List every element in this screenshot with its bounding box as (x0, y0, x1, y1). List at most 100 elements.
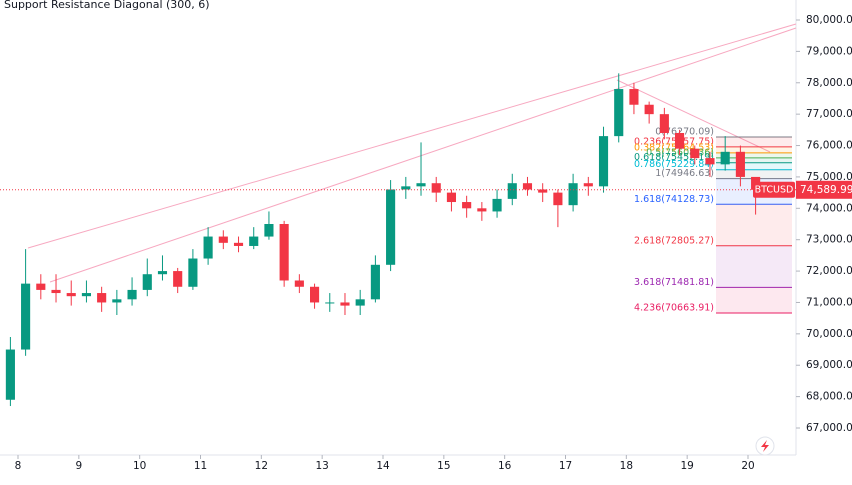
y-tick-label: 79,000.00 (806, 45, 852, 57)
candle-body (142, 274, 152, 290)
y-tick-label: 78,000.00 (806, 77, 852, 89)
candle-body (690, 148, 700, 159)
x-tick-label: 17 (559, 460, 572, 472)
candle-body (233, 242, 244, 246)
candle-body (66, 293, 76, 297)
x-tick-label: 14 (376, 460, 390, 472)
candle-body (446, 192, 456, 203)
candle-body (188, 258, 198, 287)
fib-label: 1(74946.63) (655, 168, 714, 179)
fib-zone (716, 146, 792, 153)
fib-zone (716, 204, 792, 246)
price-tag (796, 180, 852, 199)
candle-body (36, 283, 46, 290)
candle-body (355, 299, 365, 306)
x-tick-label: 12 (255, 460, 268, 472)
candle-body (310, 286, 320, 303)
fib-label: 0.618(75452.19) (634, 152, 714, 163)
price-label: 74,589.99 (800, 184, 852, 196)
trendline (616, 79, 771, 153)
candle-body (553, 192, 563, 206)
fib-zone (716, 287, 792, 314)
y-tick-label: 71,000.00 (806, 296, 852, 308)
candle-body (720, 151, 730, 165)
fib-label: 0.382(75764.53) (634, 142, 714, 153)
candle-body (157, 271, 168, 275)
symbol-tag (753, 181, 795, 198)
fib-label: 2.618(72805.27) (634, 235, 714, 246)
candle-body (21, 283, 31, 350)
fib-zone (716, 157, 792, 163)
candle-body (81, 293, 91, 297)
y-tick-label: 76,000.00 (806, 140, 852, 152)
x-tick-label: 9 (75, 460, 82, 472)
candle-body (173, 271, 183, 287)
candle-body (370, 264, 380, 300)
fib-zone (716, 152, 792, 158)
candle-body (112, 299, 122, 303)
candle-body (522, 183, 533, 190)
candle-body (386, 189, 396, 265)
icon-bolt (761, 440, 769, 452)
x-tick-label: 11 (194, 460, 207, 472)
candle-body (583, 183, 593, 187)
x-tick-label: 19 (680, 460, 693, 472)
y-tick-label: 77,000.00 (806, 108, 852, 120)
candle-body (325, 302, 335, 304)
fib-zone (716, 169, 792, 179)
fib-group: 0(76270.09)0.236(75957.75)0.382(75764.53… (634, 127, 792, 314)
y-tick-label: 69,000.00 (806, 359, 852, 371)
x-tick-label: 8 (15, 460, 22, 472)
symbol-label: BTCUSD (755, 184, 794, 195)
candle-body (735, 151, 745, 177)
candle-body (340, 302, 350, 306)
candle-body (538, 189, 548, 193)
y-tick-label: 74,000.00 (806, 202, 852, 214)
candle-body (477, 208, 487, 212)
candle-body (507, 183, 517, 199)
fib-label: 4.236(70663.91) (634, 303, 714, 314)
fib-zone (716, 137, 792, 147)
candle-body (416, 183, 426, 187)
fib-label: 0.786(75229.84) (634, 159, 714, 170)
candle-body (675, 132, 685, 149)
candle-body (401, 186, 411, 190)
candle-body (568, 183, 578, 206)
trendline (49, 27, 797, 283)
y-tick-label: 80,000.00 (806, 14, 852, 26)
y-tick-label: 70,000.00 (806, 328, 852, 340)
x-tick-label: 20 (741, 460, 754, 472)
candle-body (431, 183, 441, 193)
candle-body (705, 158, 715, 165)
candle-body (279, 224, 289, 281)
fib-label: 0.5(75608.36) (646, 147, 714, 158)
chart-title: Support Resistance Diagonal (300, 6) (4, 0, 210, 11)
candle-body (492, 198, 502, 212)
y-tick-label: 68,000.00 (806, 391, 852, 403)
fib-label: 1.618(74128.73) (634, 194, 714, 205)
candle-body (598, 136, 609, 187)
candle-body (203, 236, 213, 259)
candle-body (629, 89, 639, 105)
x-tick-label: 13 (315, 460, 328, 472)
candle-body (294, 280, 304, 287)
candle-body (127, 289, 137, 300)
x-tick-label: 10 (133, 460, 146, 472)
candle-body (249, 236, 259, 246)
fib-label: 0(76270.09) (655, 127, 714, 138)
y-tick-label: 72,000.00 (806, 265, 852, 277)
x-tick-label: 15 (437, 460, 450, 472)
x-tick-label: 18 (620, 460, 633, 472)
y-tick-label: 75,000.00 (806, 171, 852, 183)
trendline (27, 23, 797, 249)
candle-body (614, 89, 624, 137)
y-tick-label: 73,000.00 (806, 234, 852, 246)
candle-body (659, 114, 669, 133)
y-tick-label: 67,000.00 (806, 422, 852, 434)
candle-body (644, 104, 654, 115)
fib-label: 0.236(75957.75) (634, 136, 714, 147)
fib-zone (716, 162, 792, 170)
fib-label: 3.618(71481.81) (634, 277, 714, 288)
